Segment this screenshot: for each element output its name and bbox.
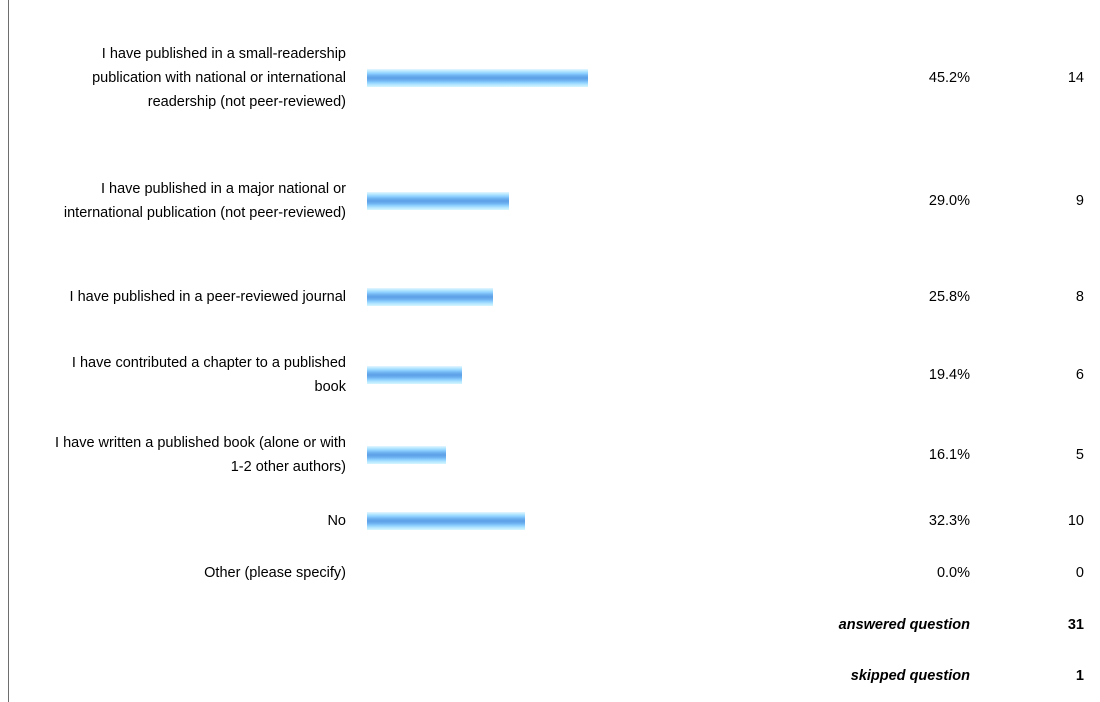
row-count: 10 — [1067, 513, 1084, 529]
row-label: I have published in a small-readership p… — [92, 46, 346, 110]
row-count: 14 — [1067, 70, 1084, 86]
row-percent: 16.1% — [928, 447, 970, 463]
row-percent: 25.8% — [928, 289, 970, 305]
row-percent: 29.0% — [928, 193, 970, 209]
bar — [367, 366, 462, 384]
row-label: I have written a published book (alone o… — [55, 435, 346, 475]
row-count: 6 — [1075, 367, 1084, 383]
row-label: Other (please specify) — [204, 565, 346, 581]
summary-row-answered: answered question 31 — [0, 612, 1100, 638]
row-count: 0 — [1075, 565, 1084, 581]
row-label: No — [327, 513, 346, 529]
chart-row: Other (please specify) 0.0% 0 — [0, 560, 1100, 586]
row-count: 5 — [1075, 447, 1084, 463]
row-percent: 19.4% — [928, 367, 970, 383]
row-label: I have published in a major national or … — [63, 181, 346, 221]
skipped-question-label: skipped question — [850, 668, 970, 684]
row-count: 8 — [1075, 289, 1084, 305]
bar — [367, 446, 446, 464]
chart-row: I have contributed a chapter to a publis… — [0, 348, 1100, 402]
chart-row: I have published in a peer-reviewed jour… — [0, 270, 1100, 324]
row-count: 9 — [1075, 193, 1084, 209]
chart-row: I have written a published book (alone o… — [0, 428, 1100, 482]
row-percent: 32.3% — [928, 513, 970, 529]
summary-row-skipped: skipped question 1 — [0, 663, 1100, 689]
chart-row: I have published in a small-readership p… — [0, 20, 1100, 136]
chart-row: I have published in a major national or … — [0, 162, 1100, 240]
row-label: I have published in a peer-reviewed jour… — [69, 289, 346, 305]
left-rule — [8, 0, 9, 702]
bar — [367, 288, 493, 306]
bar — [367, 69, 588, 87]
skipped-question-count: 1 — [1075, 668, 1084, 684]
bar — [367, 192, 509, 210]
chart-row: No 32.3% 10 — [0, 508, 1100, 534]
row-percent: 0.0% — [936, 565, 970, 581]
answered-question-label: answered question — [838, 617, 970, 633]
row-percent: 45.2% — [928, 70, 970, 86]
row-label: I have contributed a chapter to a publis… — [71, 355, 346, 395]
bar — [367, 512, 525, 530]
answered-question-count: 31 — [1067, 617, 1084, 633]
